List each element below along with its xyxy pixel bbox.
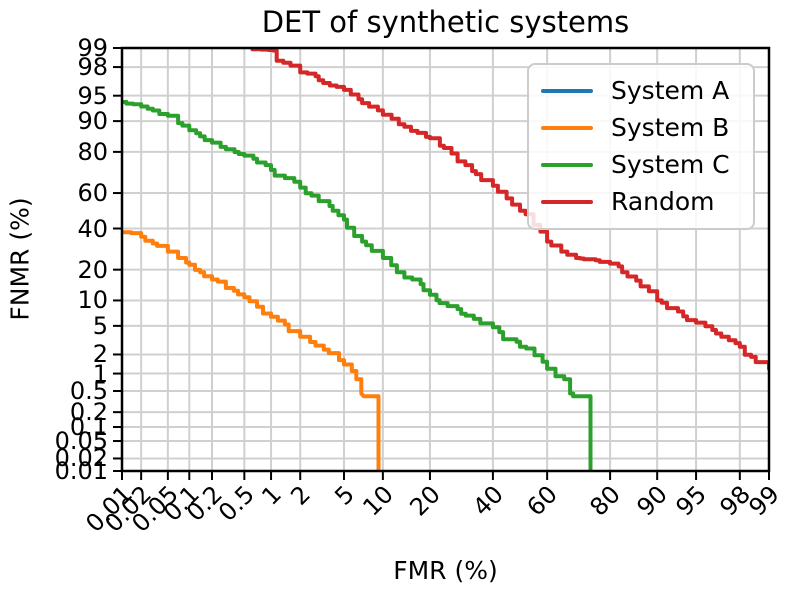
legend-item-system-c: System C <box>541 149 741 179</box>
legend-label-random: Random <box>611 186 715 216</box>
curve-random <box>250 48 769 371</box>
legend-swatch-random <box>541 199 593 204</box>
y-tick-label: 10 <box>77 286 108 315</box>
y-tick-label: 20 <box>77 255 108 284</box>
x-axis-label: FMR (%) <box>393 556 498 585</box>
y-tick-label: 60 <box>77 179 108 208</box>
curve-system-c <box>122 100 593 471</box>
legend-item-random: Random <box>541 186 741 216</box>
y-tick-label: 95 <box>77 81 108 110</box>
legend-label-system-b: System B <box>611 113 730 143</box>
plot-spines <box>120 46 771 473</box>
y-tick-label: 40 <box>77 214 108 243</box>
y-tick-label: 5 <box>92 311 108 340</box>
legend-swatch-system-a <box>541 89 593 94</box>
y-tick-label: 0.05 <box>54 427 108 456</box>
y-tick-label: 0.1 <box>69 413 108 441</box>
legend: System A System B System C Random <box>527 63 755 230</box>
y-axis-label: FNMR (%) <box>5 197 35 321</box>
y-tick-label: 0.02 <box>54 444 108 473</box>
y-tick-label: 2 <box>92 340 108 369</box>
y-tick-label: 99 <box>77 34 108 62</box>
y-tick-label: 98 <box>77 53 108 82</box>
y-tick-label: 1 <box>92 359 108 388</box>
legend-swatch-system-b <box>541 126 593 131</box>
legend-item-system-a: System A <box>541 77 741 105</box>
y-tick-label: 90 <box>77 107 108 136</box>
y-tick-label: 0.5 <box>69 377 108 405</box>
legend-label-system-a: System A <box>611 76 730 106</box>
y-tick-label: 80 <box>77 137 108 166</box>
y-tick-label: 0.2 <box>69 398 108 427</box>
y-tick-label: 0.01 <box>54 457 108 485</box>
legend-label-system-c: System C <box>611 149 730 179</box>
legend-swatch-system-c <box>541 162 593 167</box>
curve-system-b <box>122 230 381 471</box>
legend-item-system-b: System B <box>541 114 741 142</box>
chart-title: DET of synthetic systems <box>261 5 630 39</box>
